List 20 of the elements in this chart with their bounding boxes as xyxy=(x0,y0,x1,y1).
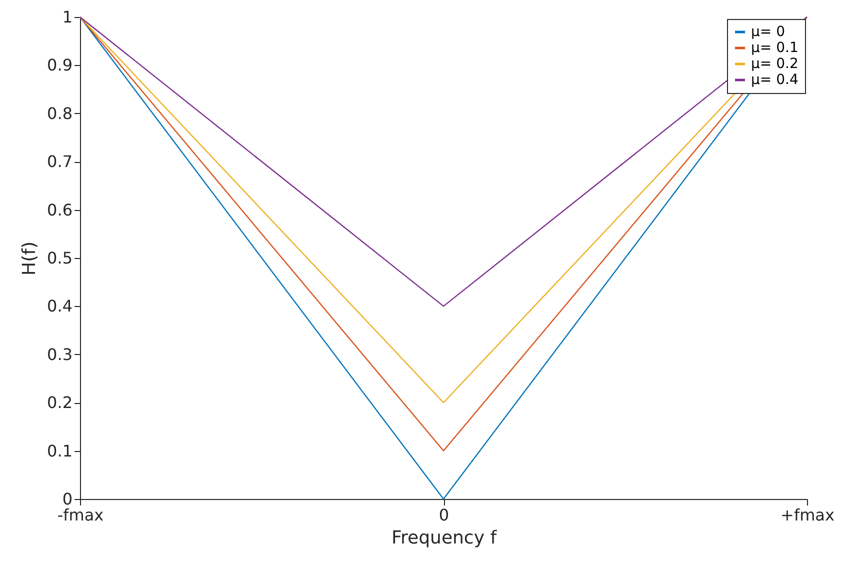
y-tick-label: 0.9 xyxy=(47,56,72,75)
legend-label: μ= 0.1 xyxy=(751,40,798,56)
y-tick-label: 0.1 xyxy=(47,441,72,460)
y-tick-label: 0 xyxy=(62,490,72,508)
y-tick-label: 1 xyxy=(62,8,72,26)
legend-label: μ= 0.2 xyxy=(751,56,798,72)
y-axis-title: H(f) xyxy=(19,242,40,276)
y-tick-label: 0.3 xyxy=(47,344,72,364)
y-tick-label: 0.4 xyxy=(47,296,72,316)
legend-label: μ= 0.4 xyxy=(751,72,798,88)
y-tick-label: 0.8 xyxy=(47,104,72,123)
y-tick-label: 0.5 xyxy=(47,248,72,268)
legend-label: μ= 0 xyxy=(751,24,785,40)
x-axis-title: Frequency f xyxy=(391,528,498,548)
y-tick-label: 0.7 xyxy=(47,152,72,172)
y-tick-label: 0.2 xyxy=(47,393,72,412)
y-tick-label: 0.6 xyxy=(47,200,72,220)
x-tick-label: 0 xyxy=(438,506,450,524)
x-tick-label: -fmax xyxy=(57,506,104,524)
x-tick-label: +fmax xyxy=(780,506,834,524)
